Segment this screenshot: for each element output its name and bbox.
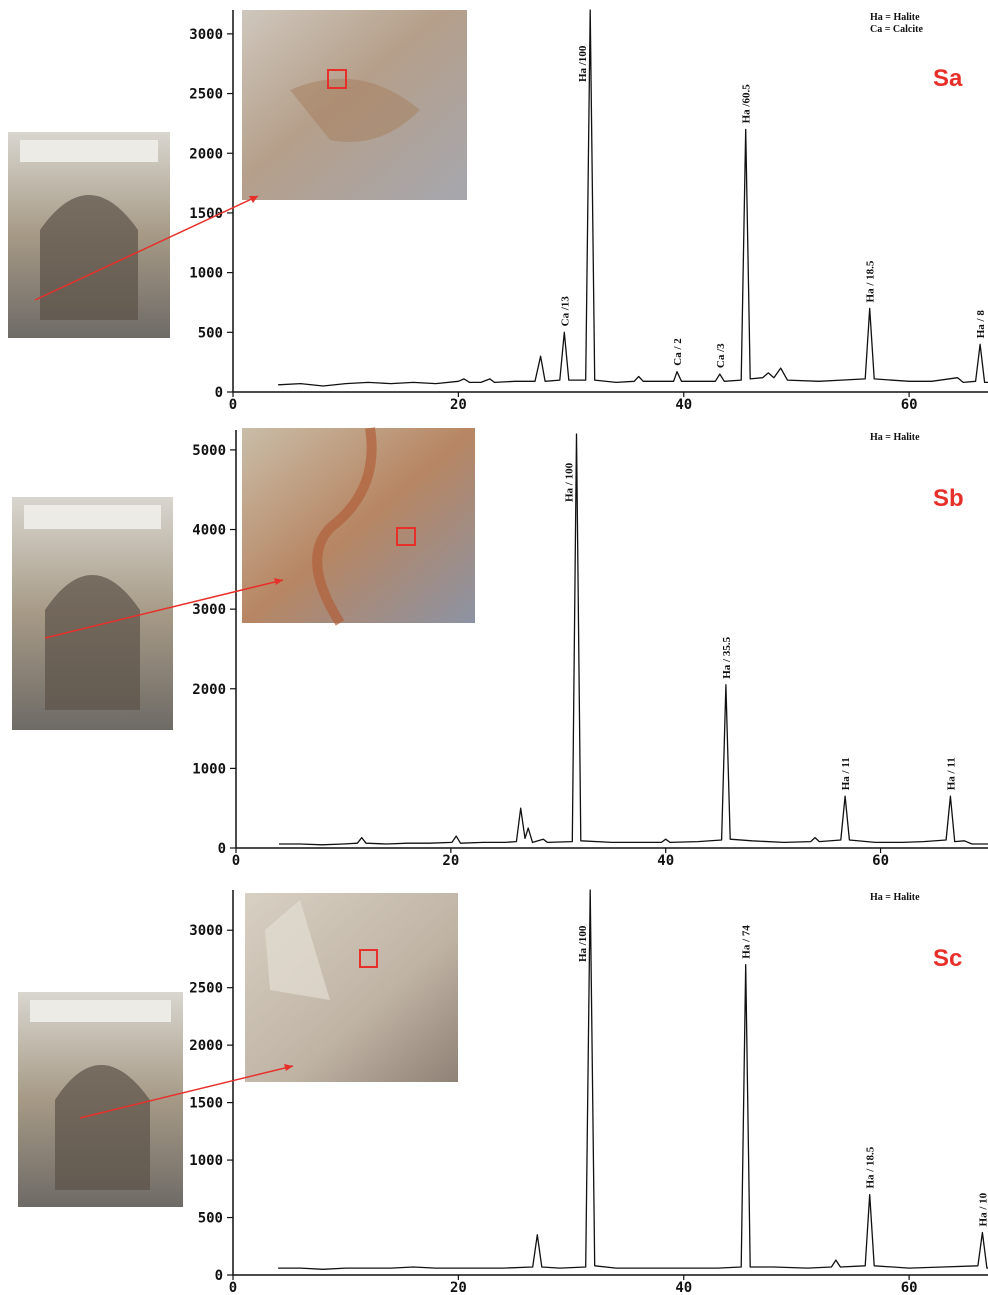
sample-box xyxy=(396,527,416,546)
y-tick-label: 2000 xyxy=(189,1038,223,1054)
peak-label: Ha / 8 xyxy=(975,310,987,339)
legend-text: Ha = Halite xyxy=(870,12,920,23)
peak-label: Ha / 18.5 xyxy=(865,260,877,302)
photo-detail xyxy=(20,140,158,162)
xrd-line xyxy=(278,889,988,1270)
y-tick-label: 5000 xyxy=(192,443,226,459)
y-tick-label: 1500 xyxy=(189,206,223,222)
x-tick-label: 20 xyxy=(442,853,459,869)
photo-inset xyxy=(242,428,475,623)
arrow xyxy=(44,579,284,639)
y-tick-label: 3000 xyxy=(189,27,223,43)
photo-group xyxy=(12,427,475,730)
y-tick-label: 2000 xyxy=(189,146,223,162)
legend-text: Ha = Halite xyxy=(870,892,920,903)
x-tick-label: 60 xyxy=(901,1280,918,1295)
sample-label: Sc xyxy=(933,945,962,972)
photo-detail xyxy=(40,195,138,320)
x-tick-label: 40 xyxy=(657,853,674,869)
photo-detail xyxy=(312,427,377,626)
peak-label: Ha / 11 xyxy=(840,757,852,790)
y-tick-label: 0 xyxy=(218,841,226,857)
x-tick-label: 40 xyxy=(675,397,692,413)
peak-label: Ca /13 xyxy=(559,296,571,327)
x-tick-label: 20 xyxy=(450,397,467,413)
peak-label: Ha / 74 xyxy=(741,925,753,959)
sample-box xyxy=(327,69,347,89)
peak-label: Ca /3 xyxy=(715,343,727,368)
x-tick-label: 60 xyxy=(901,397,918,413)
y-tick-label: 0 xyxy=(215,385,223,401)
legend-text: Ca = Calcite xyxy=(870,24,923,35)
photo-detail xyxy=(30,1000,171,1022)
arrow-head xyxy=(284,1064,293,1071)
y-tick-label: 4000 xyxy=(192,523,226,539)
arrow xyxy=(34,195,259,301)
y-tick-label: 2000 xyxy=(192,682,226,698)
x-tick-label: 0 xyxy=(229,397,237,413)
peak-label: Ha /60.5 xyxy=(741,84,753,124)
y-tick-label: 1000 xyxy=(189,1153,223,1169)
y-tick-label: 2500 xyxy=(189,87,223,103)
x-tick-label: 0 xyxy=(232,853,240,869)
y-tick-label: 3000 xyxy=(189,923,223,939)
peak-label: Ha / 35.5 xyxy=(721,636,733,678)
y-tick-label: 1000 xyxy=(189,266,223,282)
photo-group xyxy=(8,10,467,338)
peak-label: Ha /100 xyxy=(577,925,589,962)
xrd-line xyxy=(278,9,988,387)
sample-label: Sa xyxy=(933,65,963,92)
y-tick-label: 0 xyxy=(215,1268,223,1284)
arrow-head xyxy=(274,578,283,585)
y-tick-label: 1000 xyxy=(192,761,226,777)
sample-label: Sb xyxy=(933,485,964,512)
photo-detail xyxy=(290,78,420,142)
photo-detail xyxy=(24,505,161,529)
x-tick-label: 60 xyxy=(872,853,889,869)
x-tick-label: 20 xyxy=(450,1280,467,1295)
photo-detail xyxy=(55,1065,150,1190)
peak-label: Ha / 100 xyxy=(564,462,576,502)
photo-detail xyxy=(265,900,330,1000)
photos xyxy=(8,10,475,1207)
peak-label: Ha / 11 xyxy=(945,757,957,790)
legend-text: Ha = Halite xyxy=(870,432,920,443)
y-tick-label: 500 xyxy=(198,1211,223,1227)
peak-label: Ha / 10 xyxy=(977,1192,988,1226)
xrd-line xyxy=(279,433,988,846)
photo-group xyxy=(18,893,458,1207)
arrow-head xyxy=(249,196,258,203)
peak-label: Ca / 2 xyxy=(672,338,684,366)
x-tick-label: 0 xyxy=(229,1280,237,1295)
x-tick-label: 40 xyxy=(675,1280,692,1295)
y-tick-label: 3000 xyxy=(192,602,226,618)
y-tick-label: 500 xyxy=(198,325,223,341)
sample-box xyxy=(359,949,378,968)
y-tick-label: 2500 xyxy=(189,981,223,997)
peak-label: Ha /100 xyxy=(577,45,589,82)
peak-label: Ha / 18.5 xyxy=(865,1146,877,1188)
arrow xyxy=(79,1065,294,1119)
photo-detail xyxy=(45,575,140,710)
y-tick-label: 1500 xyxy=(189,1096,223,1112)
